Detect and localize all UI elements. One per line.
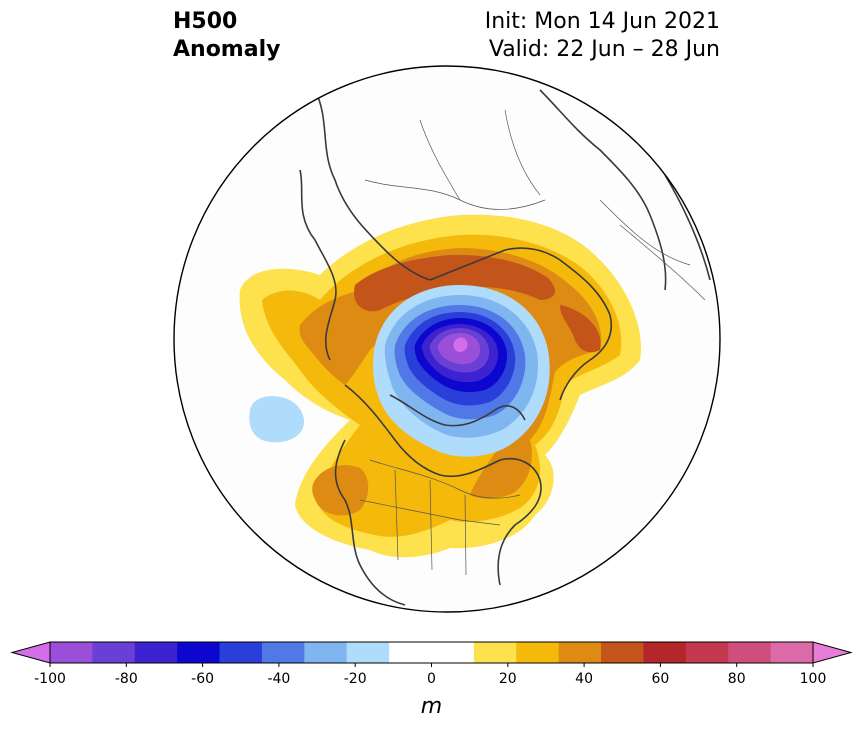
colorbar-cell bbox=[346, 642, 390, 663]
political-borders bbox=[359, 109, 706, 576]
colorbar-cell bbox=[219, 642, 263, 663]
positive-anomaly-west-na bbox=[312, 465, 369, 516]
positive-anomaly-band-4b bbox=[560, 305, 601, 353]
colorbar-cell bbox=[431, 642, 475, 663]
colorbar-tick-label: -60 bbox=[191, 671, 214, 687]
colorbar-cell bbox=[50, 642, 93, 663]
colorbar-cell bbox=[473, 642, 517, 663]
colorbar-cell bbox=[389, 642, 432, 663]
colorbar-cell bbox=[643, 642, 687, 663]
colorbar-cell bbox=[304, 642, 348, 663]
init-date: Init: Mon 14 Jun 2021 bbox=[484, 9, 720, 34]
colorbar-cell bbox=[261, 642, 305, 663]
colorbar-cell bbox=[685, 642, 729, 663]
variable-name: H500 bbox=[173, 9, 238, 34]
colorbar-extend-min bbox=[10, 641, 51, 664]
map-boundary bbox=[173, 65, 721, 613]
colorbar-units: m bbox=[420, 694, 443, 719]
colorbar-ticks: -100 -80 -60 -40 -20 0 20 40 60 80 100 bbox=[34, 663, 826, 687]
polar-map bbox=[173, 65, 721, 613]
colorbar-cell bbox=[92, 642, 136, 663]
colorbar-cell bbox=[516, 642, 560, 663]
colorbar-tick-label: -40 bbox=[267, 671, 290, 687]
colorbar-cell bbox=[177, 642, 221, 663]
colorbar-cell bbox=[558, 642, 602, 663]
colorbar-tick-label: 0 bbox=[427, 671, 436, 687]
colorbar-tick-label: -20 bbox=[344, 671, 367, 687]
colorbar-cells bbox=[10, 641, 853, 664]
colorbar-tick-label: 80 bbox=[728, 671, 746, 687]
colorbar-cell bbox=[728, 642, 772, 663]
colorbar-tick-label: -80 bbox=[115, 671, 138, 687]
colorbar-cell bbox=[134, 642, 178, 663]
title-left: H500 Anomaly bbox=[173, 8, 280, 64]
negative-anomaly-north-pacific bbox=[249, 396, 305, 443]
product-type: Anomaly bbox=[173, 37, 281, 62]
positive-anomaly-band-4 bbox=[354, 254, 555, 312]
title-right: Init: Mon 14 Jun 2021 Valid: 22 Jun – 28… bbox=[485, 8, 720, 64]
colorbar-tick-label: -100 bbox=[34, 671, 66, 687]
colorbar-cell bbox=[601, 642, 644, 663]
colorbar-tick-label: 60 bbox=[651, 671, 669, 687]
colorbar-extend-max bbox=[812, 641, 853, 664]
negative-anomaly-core bbox=[453, 337, 468, 352]
colorbar-cell bbox=[770, 642, 814, 663]
coastlines bbox=[299, 89, 711, 606]
colorbar-tick-label: 100 bbox=[800, 671, 827, 687]
colorbar-tick-label: 20 bbox=[499, 671, 517, 687]
anomaly-field bbox=[174, 66, 720, 612]
colorbar: -100 -80 -60 -40 -20 0 20 40 60 80 100 bbox=[10, 641, 853, 687]
valid-period: Valid: 22 Jun – 28 Jun bbox=[488, 37, 720, 62]
colorbar-tick-label: 40 bbox=[575, 671, 593, 687]
